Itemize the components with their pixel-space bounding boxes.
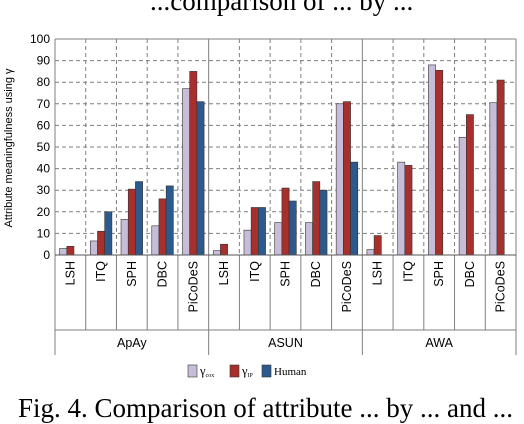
bar-human [350, 161, 359, 256]
y-tick-label: 40 [37, 162, 51, 176]
bar-gamma-cox [151, 225, 160, 256]
group-labels: ApAy ASUN AWA [117, 336, 454, 350]
bar-gamma-cox [366, 249, 375, 256]
y-tick-label: 0 [43, 248, 50, 262]
category-label: ITQ [248, 261, 262, 282]
bar-chart: 0 10 20 30 40 50 60 70 80 90 100 LSH ITQ SPH DBC PiCoD… [3, 32, 517, 379]
y-tick-label: 20 [37, 205, 51, 219]
bar-human [319, 189, 328, 256]
bar-gamma-cox [59, 248, 68, 256]
bar-gamma-ip [465, 114, 474, 256]
bar-human [258, 207, 266, 256]
bar-gamma-ip [97, 230, 105, 256]
bar-gamma-cox [305, 222, 313, 256]
category-label: PiCoDeS [186, 261, 200, 312]
bar-gamma-cox [489, 102, 498, 256]
category-label: DBC [309, 261, 323, 287]
bar-gamma-cox [243, 229, 252, 256]
bar-gamma-cox [458, 136, 467, 256]
category-label: PiCoDeS [340, 261, 354, 312]
legend-label: Human [274, 366, 307, 378]
bar-gamma-cox [182, 88, 190, 256]
y-tick-label: 50 [37, 140, 51, 154]
group-label: ApAy [117, 336, 147, 350]
category-label: PiCoDeS [494, 261, 508, 312]
bar-gamma-ip [66, 246, 75, 256]
category-label: DBC [156, 261, 170, 287]
category-label: DBC [463, 261, 477, 287]
legend-swatch [229, 364, 240, 378]
bar-human [165, 185, 174, 256]
y-tick-labels: 0 10 20 30 40 50 60 70 80 90 100 [30, 32, 50, 262]
bar-gamma-ip [250, 207, 259, 256]
bar-human [135, 181, 143, 256]
category-label: LSH [63, 261, 77, 285]
bar-gamma-ip [343, 101, 351, 256]
bar-gamma-ip [158, 198, 167, 256]
category-label: LSH [371, 261, 385, 285]
bar-gamma-cox [90, 240, 98, 256]
bar-gamma-ip [373, 235, 382, 256]
y-tick-label: 10 [37, 226, 51, 240]
axes [54, 38, 517, 355]
bar-gamma-ip [189, 71, 198, 256]
bar-gamma-ip [281, 187, 290, 256]
legend-swatch [261, 364, 272, 378]
y-tick-label: 60 [37, 118, 51, 132]
bar-gamma-ip [404, 165, 413, 256]
legend: γcox γIP Human [187, 364, 307, 379]
bar-gamma-cox [428, 64, 436, 256]
y-tick-label: 30 [37, 183, 51, 197]
bar-gamma-cox [335, 103, 344, 256]
grid-lines [55, 38, 516, 355]
bar-human [104, 211, 113, 256]
y-tick-label: 70 [37, 97, 51, 111]
y-tick-label: 90 [37, 54, 51, 68]
y-tick-label: 100 [30, 32, 50, 46]
bar-human [288, 200, 297, 256]
legend-label: γIP [241, 364, 254, 379]
legend-label: γcox [199, 364, 214, 379]
bars [59, 64, 505, 256]
category-label: SPH [125, 261, 139, 287]
figure-caption-top: ...comparison of ... by ... [150, 0, 414, 16]
group-label: AWA [425, 336, 453, 350]
bar-gamma-ip [496, 79, 505, 256]
legend-swatch [187, 364, 198, 378]
bar-gamma-cox [274, 222, 283, 256]
y-tick-label: 80 [37, 75, 51, 89]
bar-gamma-ip [435, 70, 444, 256]
bar-gamma-ip [220, 243, 228, 256]
bar-gamma-ip [312, 181, 321, 256]
y-axis-label: Attribute meaningfulness using γ [3, 68, 15, 227]
bar-human [196, 101, 205, 256]
bar-gamma-cox [212, 250, 221, 256]
category-label: SPH [432, 261, 446, 287]
category-label: LSH [217, 261, 231, 285]
category-labels: LSH ITQ SPH DBC PiCoDeS LSH ITQ SPH DBC PiCoDeS LS… [63, 261, 507, 313]
category-label: ITQ [401, 261, 415, 282]
group-label: ASUN [268, 336, 303, 350]
bar-gamma-ip [127, 188, 136, 256]
figure-caption-bottom: Fig. 4. Comparison of attribute ... by .… [18, 393, 513, 423]
bar-gamma-cox [120, 219, 129, 256]
category-label: SPH [279, 261, 293, 287]
bar-gamma-cox [397, 161, 406, 256]
category-label: ITQ [94, 261, 108, 282]
